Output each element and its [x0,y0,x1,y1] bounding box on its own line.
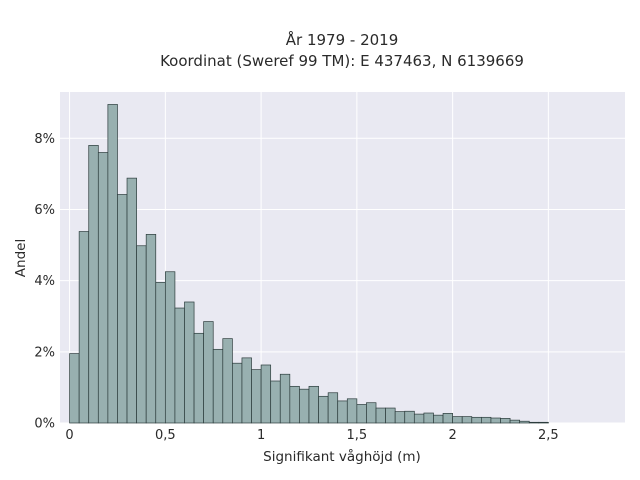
histogram-bar [222,338,233,424]
histogram-bar [337,400,348,424]
histogram-bar [433,414,444,424]
chart-title: År 1979 - 2019 [286,30,399,49]
histogram-bar [471,416,482,424]
histogram-bar [442,413,453,424]
x-tick-label: 2,5 [538,428,559,443]
histogram-bar [528,421,540,424]
histogram-bar [184,301,195,424]
histogram-bar [299,388,310,424]
histogram-bar [346,398,358,424]
histogram-bar [145,234,157,424]
histogram-bar [241,357,252,424]
histogram-bar [481,416,492,424]
histogram-bar [366,402,377,424]
histogram-bar [461,416,473,424]
y-tick-label: 0% [34,417,55,432]
histogram-bar [232,362,243,424]
histogram-bar [260,364,272,424]
histogram-bar [136,245,147,424]
x-tick-label: 1,5 [347,428,368,443]
histogram-bar [500,418,511,424]
x-axis-ticks: 0 0,5 1 1,5 2 2,5 [65,428,558,443]
histogram-bar [423,412,434,424]
histogram-bar [117,194,128,424]
x-tick-label: 0 [65,428,73,443]
histogram-bar [289,385,300,424]
histogram-bar [385,407,396,424]
histogram-bar [308,385,319,424]
histogram-bar [155,282,166,424]
x-tick-label: 2 [448,428,456,443]
histogram-bar [404,410,415,424]
histogram-bar [78,231,90,424]
histogram-bar [203,321,214,424]
y-axis-label: Andel [13,239,29,277]
histogram-bar [251,369,262,424]
y-tick-label: 4% [34,274,55,289]
histogram-bar [519,420,530,424]
histogram-bar [174,307,185,424]
y-tick-label: 8% [34,132,55,147]
histogram-bar [212,348,224,424]
histogram-bar [164,271,176,424]
histogram-bar [394,411,406,424]
x-tick-label: 0,5 [155,428,176,443]
y-tick-label: 6% [34,203,55,218]
histogram-bar [413,413,425,424]
histogram-bar [107,104,118,424]
histogram-bar [509,419,521,424]
y-tick-label: 2% [34,345,55,360]
histogram-bar [97,152,109,424]
histogram-bar [318,395,329,424]
histogram-bar [270,380,281,424]
histogram-bar [375,407,386,424]
histogram-bar [193,332,205,424]
histogram-bar [327,392,339,424]
x-axis-label: Signifikant våghöjd (m) [263,448,421,465]
histogram-bars [69,104,549,424]
histogram-bar [538,421,549,424]
x-tick-label: 1 [257,428,265,443]
y-axis-ticks: 0% 2% 4% 6% 8% [34,132,55,432]
histogram-bar [490,417,501,424]
histogram-bar [356,404,367,424]
histogram-bar [88,145,99,424]
histogram-bar [69,353,80,424]
histogram-bar [126,177,137,424]
histogram-bar [452,416,463,424]
histogram-bar [279,373,291,424]
chart-subtitle: Koordinat (Sweref 99 TM): E 437463, N 61… [160,52,524,70]
